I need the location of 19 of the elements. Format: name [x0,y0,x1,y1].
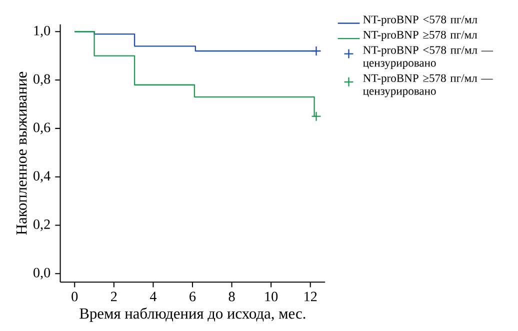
y-axis-title: Накопленное выживание [16,72,27,235]
y-tick-label: 0,8 [34,74,50,86]
x-tick-label: 4 [150,292,157,302]
legend-label: NT-proBNP <578 пг/мл — цензурировано [363,46,493,70]
y-tick-label: 0,0 [34,268,50,280]
x-axis-title: Время наблюдения до исхода, мес. [80,308,306,322]
x-tick-label: 2 [111,292,117,302]
x-tick-label: 12 [304,292,317,302]
legend-label: NT-proBNP ≥578 пг/мл — цензурировано [363,74,493,98]
x-tick-label: 10 [265,292,278,302]
legend-label: NT-proBNP ≥578 пг/мл [363,30,478,42]
legend-label: NT-proBNP <578 пг/мл [363,16,478,26]
y-tick-label: 1,0 [34,26,50,38]
x-tick-label: 6 [190,292,196,302]
y-tick-label: 0,2 [34,220,50,232]
y-tick-label: 0,4 [34,171,50,183]
x-tick-label: 8 [228,292,235,302]
x-tick-label: 0 [72,292,78,302]
y-tick-label: 0,6 [34,122,50,134]
